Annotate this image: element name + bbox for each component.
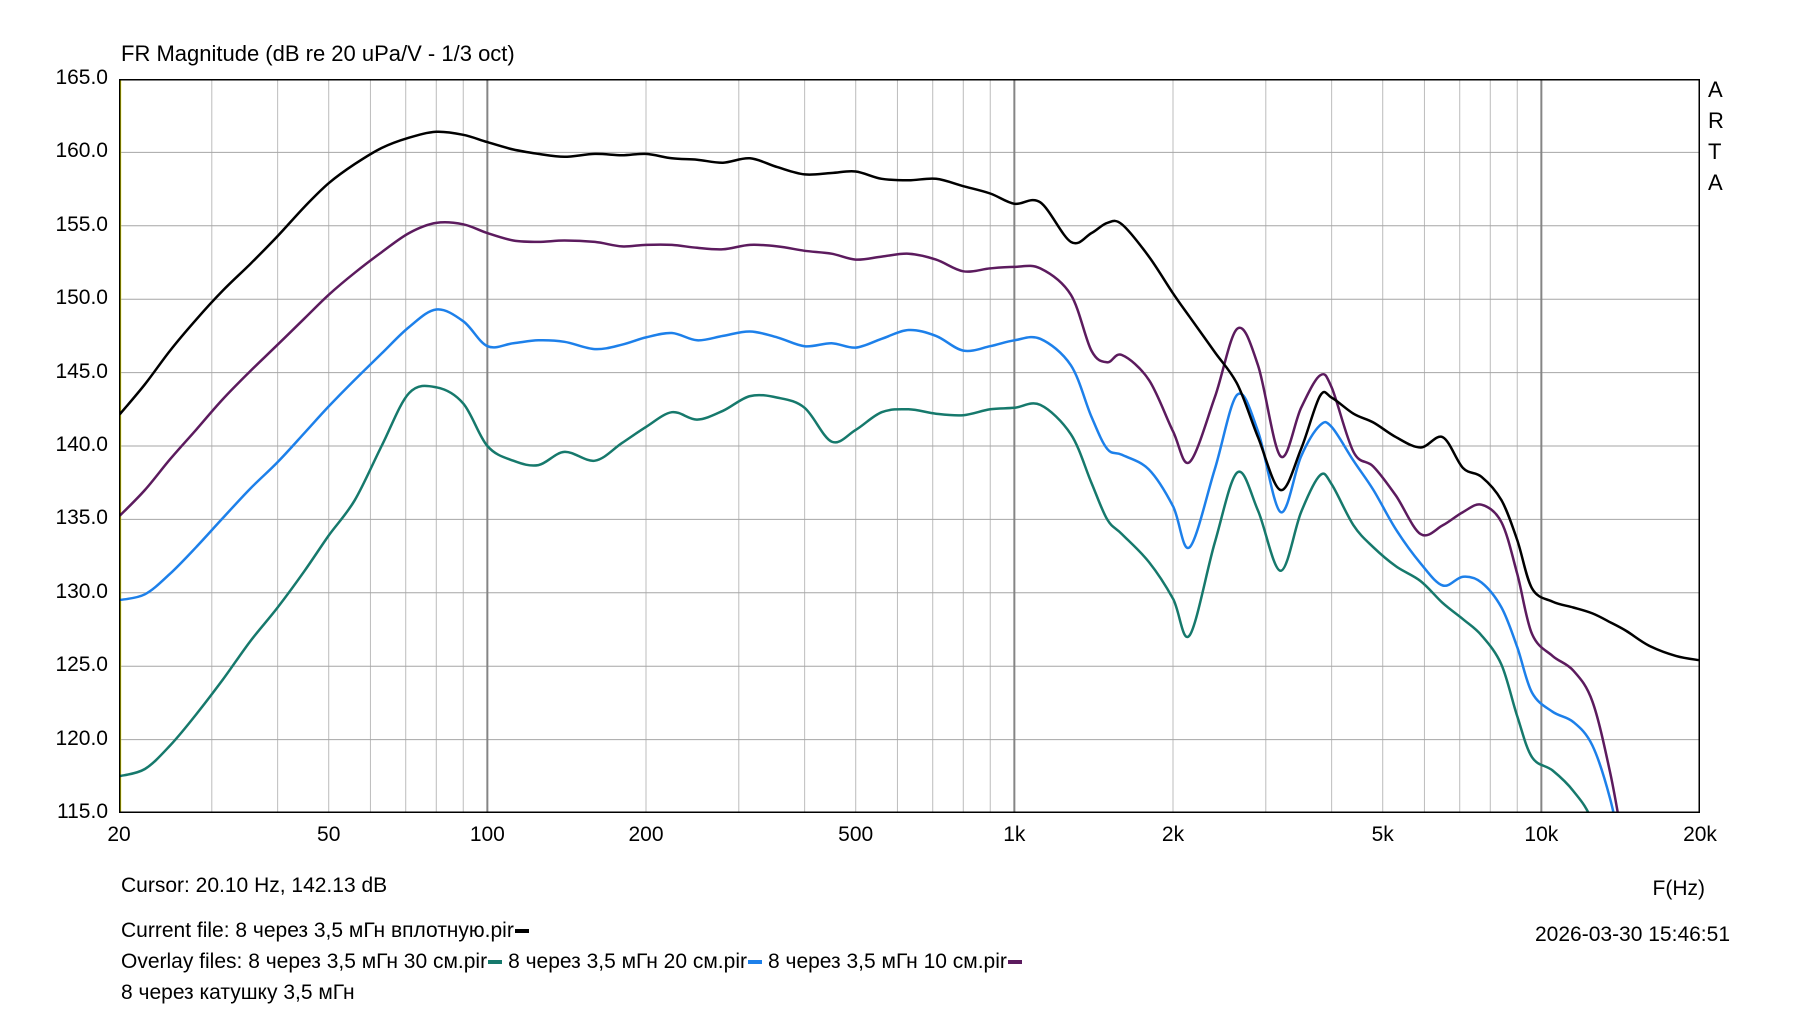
current-file-line: Current file: 8 через 3,5 мГн вплотную.p… bbox=[121, 919, 529, 943]
y-tick-label: 155.0 bbox=[55, 212, 108, 236]
overlay-color-marker-20cm bbox=[747, 960, 762, 964]
current-file-label: Current file: bbox=[121, 919, 236, 942]
y-tick-label: 135.0 bbox=[55, 506, 108, 530]
overlay-color-marker-10cm bbox=[1007, 960, 1022, 964]
overlay-files-label: Overlay files: bbox=[121, 950, 249, 973]
x-axis-title: F(Hz) bbox=[1652, 877, 1705, 900]
y-tick-label: 130.0 bbox=[55, 579, 108, 603]
overlay-color-marker-30cm bbox=[488, 960, 503, 964]
chart-title: FR Magnitude (dB re 20 uPa/V - 1/3 oct) bbox=[121, 41, 515, 66]
y-tick-label: 115.0 bbox=[57, 800, 108, 823]
y-tick-label: 160.0 bbox=[55, 139, 108, 163]
x-tick-label: 50 bbox=[317, 823, 341, 846]
current-file-name: 8 через 3,5 мГн вплотную.pir bbox=[235, 919, 514, 942]
y-tick-label: 165.0 bbox=[55, 66, 108, 89]
x-tick-label: 200 bbox=[628, 823, 664, 846]
current-file-color-marker bbox=[514, 929, 529, 933]
overlay-file-name: 8 через 3,5 мГн 20 см.pir bbox=[508, 950, 747, 973]
y-tick-label: 125.0 bbox=[55, 653, 108, 677]
y-tick-label: 145.0 bbox=[55, 359, 108, 383]
x-tick-label: 2k bbox=[1161, 823, 1185, 846]
overlay-file-name: 8 через 3,5 мГн 10 см.pir bbox=[767, 950, 1007, 973]
x-tick-label: 500 bbox=[838, 823, 874, 846]
fr-curve bbox=[119, 220, 1620, 813]
x-tick-label: 20 bbox=[107, 823, 131, 846]
plot-area[interactable] bbox=[119, 79, 1700, 813]
fr-curve bbox=[119, 130, 1700, 662]
fr-curve bbox=[119, 308, 1615, 813]
x-tick-label: 10k bbox=[1524, 823, 1559, 846]
x-tick-label: 100 bbox=[469, 823, 505, 846]
overlay-continuation-line: 8 через катушку 3,5 мГн bbox=[121, 981, 355, 1004]
overlay-file-name: 8 через 3,5 мГн 30 см.pir bbox=[248, 950, 488, 973]
y-tick-label: 120.0 bbox=[55, 726, 108, 750]
x-tick-label: 5k bbox=[1371, 823, 1394, 846]
cursor-readout: Cursor: 20.10 Hz, 142.13 dB bbox=[121, 874, 388, 897]
timestamp: 2026-03-30 15:46:51 bbox=[1535, 923, 1730, 946]
overlay-files-line: Overlay files: 8 через 3,5 мГн 30 см.pir… bbox=[121, 950, 1022, 974]
x-tick-label: 20k bbox=[1683, 823, 1717, 846]
x-tick-label: 1k bbox=[1003, 823, 1026, 846]
y-tick-label: 140.0 bbox=[55, 433, 108, 456]
arta-logo: ARTA bbox=[1708, 77, 1724, 195]
fr-chart[interactable] bbox=[119, 79, 1700, 813]
y-tick-label: 150.0 bbox=[55, 286, 108, 310]
fr-curve bbox=[119, 384, 1590, 813]
